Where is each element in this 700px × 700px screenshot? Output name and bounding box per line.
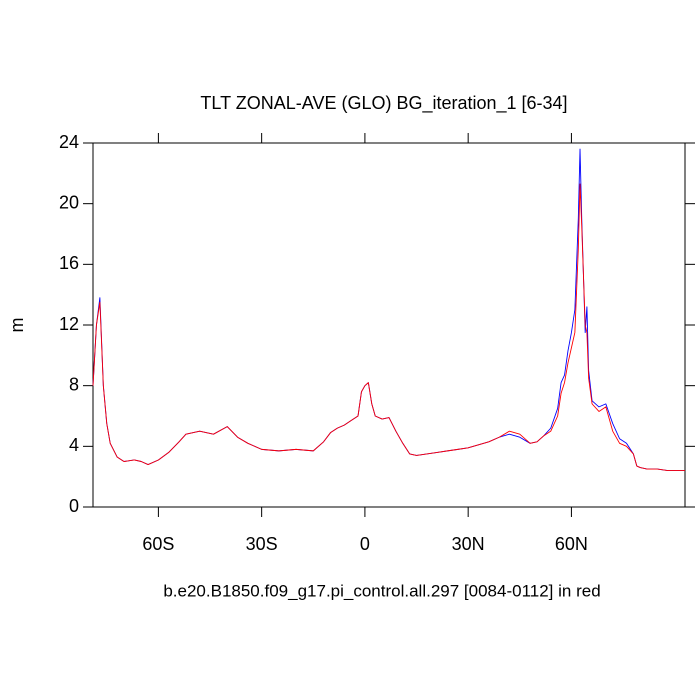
y-tick-label: 16 — [59, 253, 79, 273]
x-tick-label: 30S — [246, 534, 278, 554]
x-tick-label: 0 — [360, 534, 370, 554]
series-line — [92, 183, 685, 472]
y-tick-label: 20 — [59, 192, 79, 212]
y-tick-label: 8 — [69, 374, 79, 394]
chart-title: TLT ZONAL-AVE (GLO) BG_iteration_1 [6-34… — [200, 93, 567, 114]
y-tick-label: 24 — [59, 132, 79, 152]
y-tick-label: 4 — [69, 435, 79, 455]
x-tick-label: 30N — [452, 534, 485, 554]
y-tick-label: 12 — [59, 314, 79, 334]
x-tick-label: 60N — [555, 534, 588, 554]
x-tick-label: 60S — [142, 534, 174, 554]
y-tick-label: 0 — [69, 496, 79, 516]
plot-frame — [92, 142, 686, 508]
x-axis-label: b.e20.B1850.f09_g17.pi_control.all.297 [… — [163, 581, 600, 600]
y-axis-label: m — [7, 318, 27, 333]
series-line — [92, 148, 685, 472]
